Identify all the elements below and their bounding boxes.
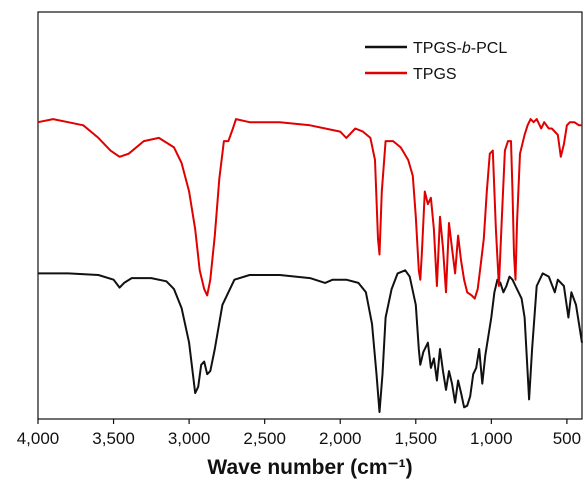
x-tick-label: 1,000 — [470, 429, 513, 448]
legend: TPGS-b-PCL TPGS — [365, 40, 507, 83]
x-tick-label: 4,000 — [17, 429, 60, 448]
x-tick-label: 3,500 — [92, 429, 135, 448]
x-tick-label: 3,000 — [168, 429, 211, 448]
x-tick-label: 500 — [553, 429, 581, 448]
series-layer — [37, 118, 583, 413]
x-tick-label: 1,500 — [395, 429, 438, 448]
x-axis-title: Wave number (cm⁻¹) — [207, 456, 412, 479]
legend-label: TPGS-b-PCL — [413, 40, 507, 57]
x-axis: 4,000 3,500 3,000 2,500 2,000 1,500 1,000 500 — [17, 419, 581, 448]
legend-label: TPGS — [413, 66, 457, 83]
series-line-tpgs — [37, 118, 582, 300]
x-tick-label: 2,500 — [243, 429, 286, 448]
series-line-tpgs-b-pcl — [38, 269, 583, 413]
x-tick-label: 2,000 — [319, 429, 362, 448]
plot-frame — [37, 11, 583, 420]
